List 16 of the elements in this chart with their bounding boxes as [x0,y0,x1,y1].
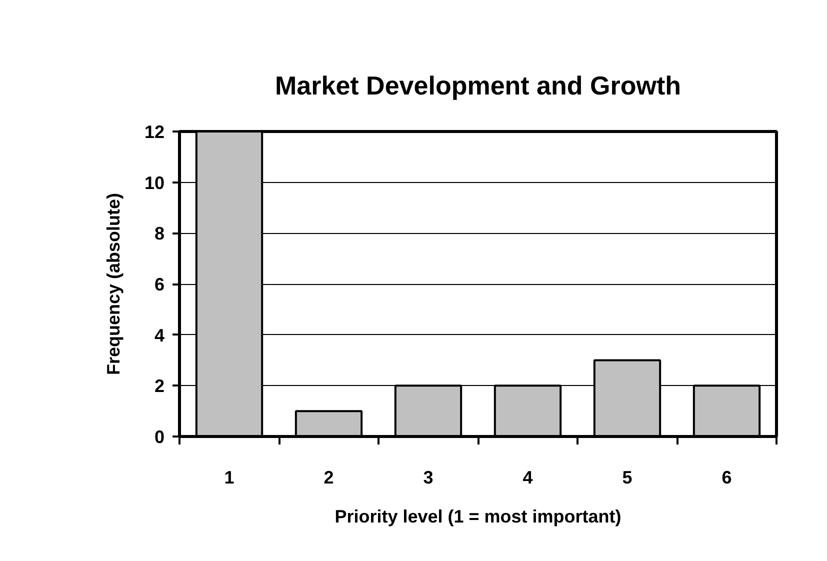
x-tick-label: 1 [224,468,234,488]
y-tick-label: 12 [144,122,165,142]
y-axis-title: Frequency (absolute) [103,192,124,376]
x-tick-label: 4 [522,468,533,488]
x-axis-title: Priority level (1 = most important) [334,506,622,526]
y-tick-label: 0 [154,427,165,447]
y-tick-label: 8 [154,224,165,244]
x-tick-label: 2 [324,468,334,488]
y-tick-label: 2 [154,376,165,396]
x-tick-label: 6 [722,468,732,488]
chart-title: Market Development and Growth [275,70,681,100]
x-tick-label: 3 [423,468,434,488]
x-tick-label: 5 [622,468,632,488]
y-tick-label: 10 [144,172,165,193]
y-tick-label: 4 [154,325,165,346]
y-tick-label: 6 [154,274,165,294]
